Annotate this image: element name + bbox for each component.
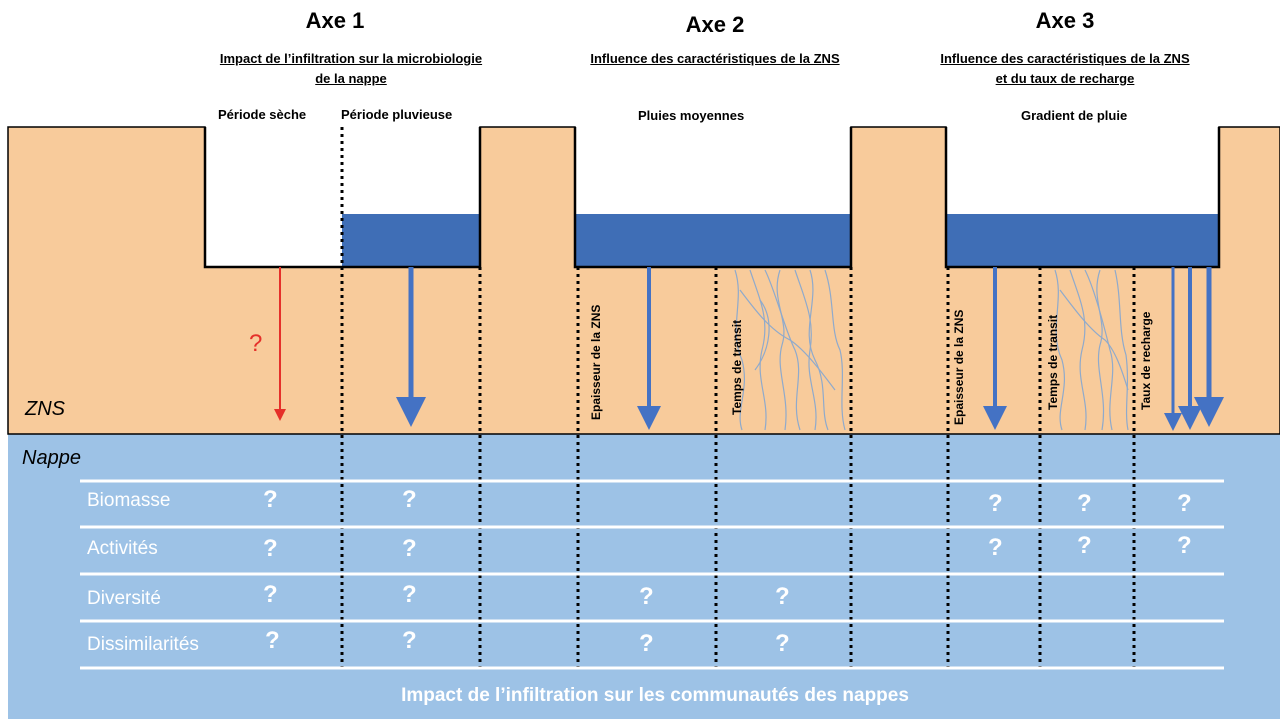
divider-lines [340, 127, 1136, 668]
axe-1-subtitle: Impact de l’infiltration sur la microbio… [219, 51, 483, 86]
unknown-mark: ? [1177, 532, 1192, 559]
row-label-biomasse: Biomasse [87, 490, 171, 511]
axe-2-subtitle: Influence des caractéristiques de la ZNS [590, 51, 840, 66]
unknown-mark: ? [639, 630, 654, 657]
unknown-mark: ? [265, 627, 280, 654]
transit-network-axe3 [1054, 269, 1129, 431]
axe-2-title: Axe 2 [685, 12, 745, 37]
axe3-transit-time-label: Temps de transit [1046, 314, 1060, 410]
unknown-mark: ? [1077, 532, 1092, 559]
axe2-transit-time-label: Temps de transit [730, 319, 744, 415]
basin-3-water [946, 214, 1219, 267]
row-label-activites: Activités [87, 538, 158, 559]
axe-3-subtitle: Influence des caractéristiques de la ZNS… [940, 51, 1190, 86]
footer-caption: Impact de l’infiltration sur les communa… [401, 685, 909, 706]
unknown-mark: ? [402, 581, 417, 608]
unknown-mark: ? [775, 630, 790, 657]
unknown-mark: ? [263, 535, 278, 562]
unknown-mark: ? [988, 534, 1003, 561]
unknown-mark: ? [263, 486, 278, 513]
row-label-dissimilarites: Dissimilarités [87, 634, 199, 655]
unknown-mark: ? [402, 535, 417, 562]
transit-network-axe2 [734, 269, 846, 431]
zns-label: ZNS [25, 398, 65, 420]
table-lines [80, 479, 1224, 670]
unknown-mark: ? [402, 627, 417, 654]
basin-1-water [342, 214, 480, 267]
axe-1-title: Axe 1 [305, 8, 365, 33]
average-rain-label: Pluies moyennes [638, 108, 745, 123]
axe-3-title: Axe 3 [1035, 8, 1095, 33]
groundwater-zone [8, 434, 1280, 719]
unknown-mark: ? [263, 581, 278, 608]
basin-2-water [575, 214, 851, 267]
axe2-zns-thickness-label: Epaisseur de la ZNS [589, 304, 603, 420]
nappe-label: Nappe [22, 447, 81, 469]
unknown-mark: ? [988, 490, 1003, 517]
rainy-period-label: Période pluvieuse [341, 107, 453, 122]
unknown-mark: ? [639, 583, 654, 610]
unknown-mark: ? [1177, 490, 1192, 517]
unknown-mark: ? [1077, 490, 1092, 517]
dry-period-label: Période sèche [218, 107, 307, 122]
unknown-mark: ? [402, 486, 417, 513]
rain-gradient-label: Gradient de pluie [1021, 108, 1128, 123]
row-label-diversite: Diversité [87, 588, 161, 609]
axe3-recharge-rate-label: Taux de recharge [1139, 311, 1153, 410]
dry-period-unknown-mark: ? [249, 330, 263, 357]
unknown-mark: ? [775, 583, 790, 610]
axe3-zns-thickness-label: Epaisseur de la ZNS [952, 309, 966, 425]
